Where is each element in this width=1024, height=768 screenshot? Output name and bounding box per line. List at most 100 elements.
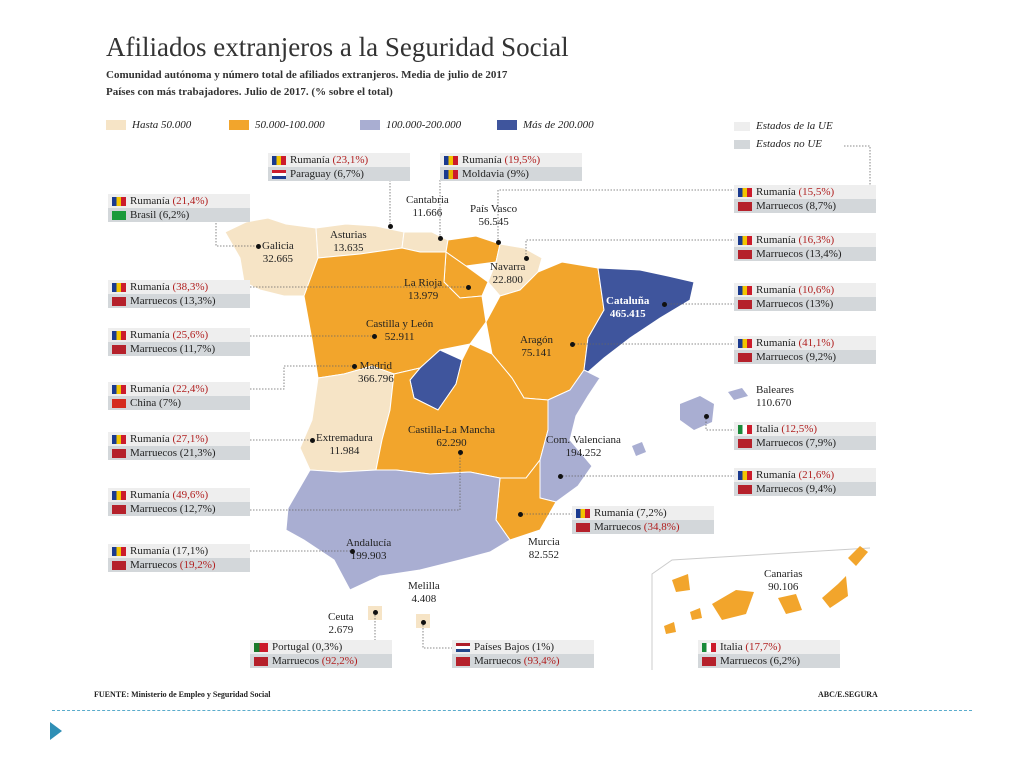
flag-italy-icon xyxy=(702,642,716,652)
country-pct: (23,1%) xyxy=(332,154,369,166)
dot-la-rioja xyxy=(466,285,471,290)
flag-morocco-icon xyxy=(112,504,126,514)
dot-ceuta xyxy=(373,610,378,615)
country-name: Rumanía xyxy=(290,154,330,166)
region-value: 199.903 xyxy=(350,550,387,562)
country-name: Portugal xyxy=(272,641,310,653)
country-pct: (12,5%) xyxy=(781,423,818,435)
box-pais-vasco: Rumanía (15,5%) Marruecos (8,7%) xyxy=(734,185,876,213)
flag-italy-icon xyxy=(738,424,752,434)
box-la-rioja: Rumanía (38,3%) Marruecos (13,3%) xyxy=(108,280,250,308)
flag-morocco-icon xyxy=(576,522,590,532)
flag-morocco-icon xyxy=(702,656,716,666)
flag-romania-icon xyxy=(272,155,286,165)
region-name: Murcia xyxy=(528,536,560,548)
canarias-island-7 xyxy=(848,546,868,566)
legend-swatch xyxy=(106,120,126,130)
box-row-ue: Rumanía (16,3%) xyxy=(734,233,876,247)
box-murcia: Rumanía (7,2%) Marruecos (34,8%) xyxy=(572,506,714,534)
flag-netherlands-icon xyxy=(456,642,470,652)
country-pct: (21,3%) xyxy=(179,447,216,459)
region-value: 13.635 xyxy=(333,242,364,254)
flag-romania-icon xyxy=(112,434,126,444)
dot-navarra xyxy=(524,256,529,261)
country-pct: (34,8%) xyxy=(643,521,680,533)
country-name: Marruecos xyxy=(594,521,642,533)
country-name: Rumanía xyxy=(130,489,170,501)
label-la-rioja: La Rioja 13.979 xyxy=(404,277,442,303)
region-value: 366.796 xyxy=(358,373,394,385)
legend-label: Estados de la UE xyxy=(756,120,833,132)
legend-label: 50.000-100.000 xyxy=(255,119,325,131)
flag-romania-icon xyxy=(444,155,458,165)
country-pct: (19,2%) xyxy=(179,559,216,571)
label-asturias: Asturias 13.635 xyxy=(330,229,367,255)
flag-china-icon xyxy=(112,398,126,408)
dot-melilla xyxy=(421,620,426,625)
country-name: Marruecos xyxy=(756,298,804,310)
dot-castilla-la-mancha xyxy=(458,450,463,455)
country-pct: (1%) xyxy=(532,641,555,653)
region-value: 194.252 xyxy=(565,447,602,459)
canarias-island-1 xyxy=(672,574,690,592)
canarias-island-5 xyxy=(778,594,802,614)
label-galicia: Galicia 32.665 xyxy=(262,240,294,266)
box-row-noue: Marruecos (13,3%) xyxy=(108,294,250,308)
box-row-ue: Países Bajos (1%) xyxy=(452,640,594,654)
region-name: Asturias xyxy=(330,229,367,241)
box-row-noue: Paraguay (6,7%) xyxy=(268,167,410,181)
country-name: Marruecos xyxy=(756,200,804,212)
box-cantabria: Rumanía (19,5%) Moldavia (9%) xyxy=(440,153,582,181)
box-canarias: Italia (17,7%) Marruecos (6,2%) xyxy=(698,640,840,668)
flag-morocco-icon xyxy=(738,201,752,211)
box-melilla: Países Bajos (1%) Marruecos (93,4%) xyxy=(452,640,594,668)
flag-moldova-icon xyxy=(444,169,458,179)
country-name: Marruecos xyxy=(720,655,768,667)
region-baleares-menorca xyxy=(728,388,748,400)
country-pct: (13,3%) xyxy=(179,295,216,307)
flag-morocco-icon xyxy=(112,560,126,570)
country-pct: (12,7%) xyxy=(179,503,216,515)
region-name: Com. Valenciana xyxy=(546,434,621,446)
flag-romania-icon xyxy=(738,187,752,197)
country-name: Rumanía xyxy=(130,433,170,445)
label-pais-vasco: País Vasco 56.545 xyxy=(470,203,517,229)
label-ceuta: Ceuta 2.679 xyxy=(328,611,354,637)
country-pct: (27,1%) xyxy=(172,433,209,445)
country-name: Marruecos xyxy=(756,248,804,260)
country-pct: (8,7%) xyxy=(805,200,837,212)
box-row-ue: Rumanía (19,5%) xyxy=(440,153,582,167)
country-name: China xyxy=(130,397,157,409)
box-row-ue: Rumanía (21,6%) xyxy=(734,468,876,482)
legend-label: Más de 200.000 xyxy=(523,119,594,131)
box-row-ue: Rumanía (41,1%) xyxy=(734,336,876,350)
box-row-noue: Marruecos (13%) xyxy=(734,297,876,311)
region-name: Andalucía xyxy=(346,537,392,549)
country-name: Rumanía xyxy=(130,281,170,293)
country-name: Marruecos xyxy=(130,503,178,515)
slide-separator xyxy=(52,710,972,711)
box-baleares: Italia (12,5%) Marruecos (7,9%) xyxy=(734,422,876,450)
flag-romania-icon xyxy=(112,490,126,500)
legend-hasta-50000: Hasta 50.000 xyxy=(106,119,191,131)
box-galicia: Rumanía (21,4%) Brasil (6,2%) xyxy=(108,194,250,222)
box-row-ue: Rumanía (22,4%) xyxy=(108,382,250,396)
region-value: 32.665 xyxy=(262,253,293,265)
flag-morocco-icon xyxy=(112,296,126,306)
box-row-ue: Italia (17,7%) xyxy=(698,640,840,654)
flag-romania-icon xyxy=(112,330,126,340)
country-name: Rumanía xyxy=(130,195,170,207)
country-name: Rumanía xyxy=(756,469,796,481)
dot-pais-vasco xyxy=(496,240,501,245)
box-row-noue: Marruecos (92,2%) xyxy=(250,654,392,668)
region-name: Navarra xyxy=(490,261,526,273)
box-asturias: Rumanía (23,1%) Paraguay (6,7%) xyxy=(268,153,410,181)
legend-swatch xyxy=(497,120,517,130)
region-andalucia xyxy=(285,469,511,591)
box-row-ue: Italia (12,5%) xyxy=(734,422,876,436)
region-baleares-ibiza xyxy=(632,442,646,456)
label-cantabria: Cantabria 11.666 xyxy=(406,194,449,220)
country-name: Italia xyxy=(720,641,743,653)
box-andalucia: Rumanía (17,1%) Marruecos (19,2%) xyxy=(108,544,250,572)
